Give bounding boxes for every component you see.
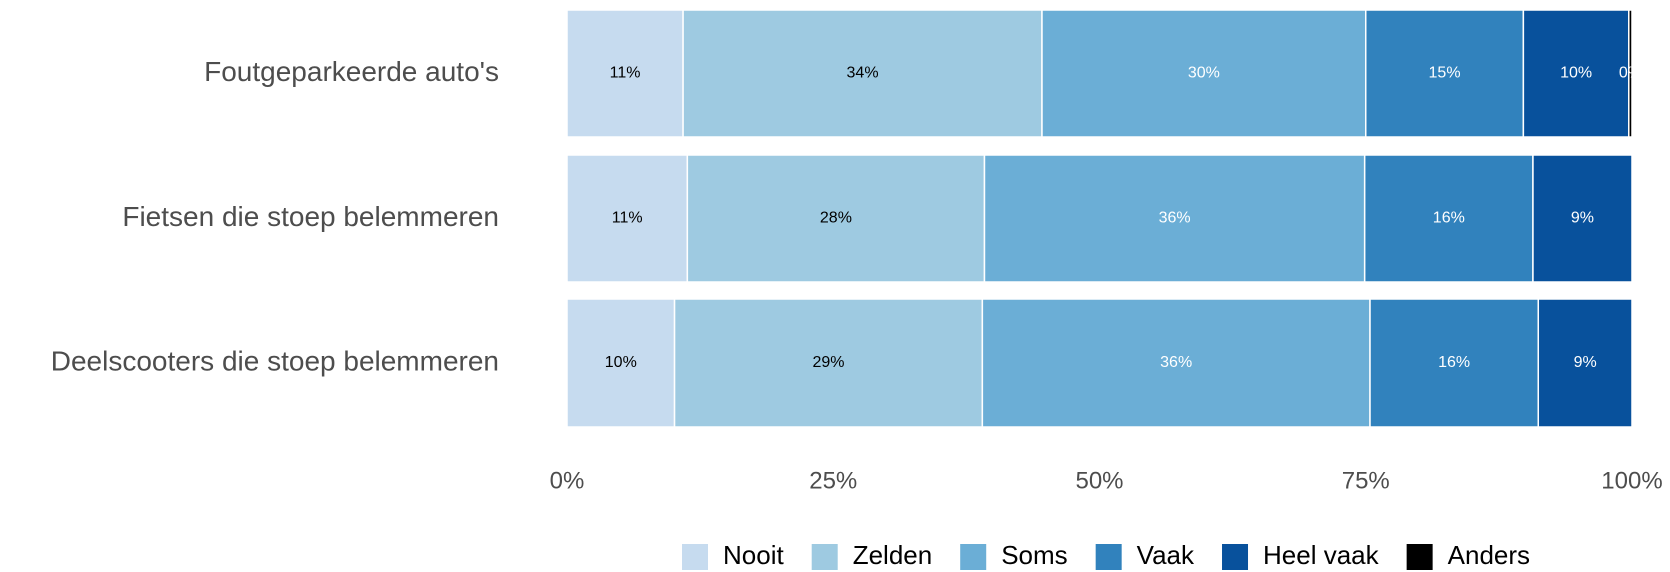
bar-segment bbox=[566, 154, 689, 283]
bar-segment bbox=[1628, 9, 1633, 138]
category-label: Foutgeparkeerde auto's bbox=[204, 56, 499, 87]
legend-label: Vaak bbox=[1137, 540, 1195, 570]
value-label: 36% bbox=[1160, 354, 1192, 371]
x-tick-label: 0% bbox=[550, 467, 585, 494]
bar-segment bbox=[983, 154, 1366, 283]
bar-segment bbox=[682, 9, 1043, 138]
value-label: 16% bbox=[1433, 210, 1465, 227]
legend-key bbox=[960, 544, 987, 570]
value-label: 28% bbox=[820, 210, 852, 227]
bar-segment bbox=[566, 298, 676, 428]
value-label: 0% bbox=[1619, 65, 1642, 82]
legend-label: Zelden bbox=[853, 540, 933, 570]
legend-label: Heel vaak bbox=[1263, 540, 1380, 570]
x-tick-label: 50% bbox=[1075, 467, 1123, 494]
value-label: 9% bbox=[1571, 210, 1594, 227]
legend-label: Anders bbox=[1448, 540, 1530, 570]
category-label: Fietsen die stoep belemmeren bbox=[122, 201, 499, 232]
legend-key bbox=[811, 544, 838, 570]
value-label: 29% bbox=[812, 354, 844, 371]
bar-segment bbox=[686, 154, 986, 283]
bar-segment bbox=[1522, 9, 1630, 138]
legend-label: Nooit bbox=[723, 540, 784, 570]
x-tick-label: 100% bbox=[1601, 467, 1662, 494]
value-label: 30% bbox=[1188, 65, 1220, 82]
value-label: 15% bbox=[1429, 65, 1461, 82]
bar-segment bbox=[1532, 154, 1633, 283]
bar-segment bbox=[673, 298, 984, 428]
value-label: 16% bbox=[1438, 354, 1470, 371]
legend-key bbox=[682, 544, 708, 570]
value-label: 10% bbox=[605, 354, 637, 371]
x-tick-label: 75% bbox=[1342, 467, 1390, 494]
bar-segment bbox=[566, 9, 684, 138]
category-label: Deelscooters die stoep belemmeren bbox=[51, 345, 499, 376]
bar-segment bbox=[1369, 298, 1540, 428]
value-label: 34% bbox=[847, 65, 879, 82]
value-label: 36% bbox=[1159, 210, 1191, 227]
bar-segment bbox=[1363, 154, 1534, 283]
value-label: 10% bbox=[1560, 65, 1592, 82]
value-label: 11% bbox=[612, 210, 643, 227]
value-label: 11% bbox=[610, 65, 641, 82]
legend-key bbox=[1406, 544, 1433, 570]
legend-key bbox=[1222, 544, 1249, 570]
bar-segment bbox=[981, 298, 1371, 428]
bar-segment bbox=[1537, 298, 1633, 428]
legend-label: Soms bbox=[1001, 540, 1067, 570]
bar-segment bbox=[1365, 9, 1525, 138]
legend-key bbox=[1095, 544, 1122, 570]
x-tick-label: 25% bbox=[809, 467, 857, 494]
value-label: 9% bbox=[1574, 354, 1597, 371]
bar-segment bbox=[1041, 9, 1367, 138]
